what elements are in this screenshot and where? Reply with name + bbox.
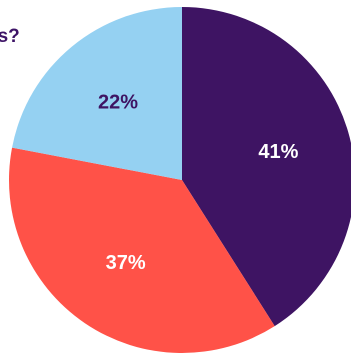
pie-slice-1 (182, 7, 351, 327)
poll-question: r us? (0, 0, 34, 76)
pie-slice-2 (9, 147, 275, 353)
pie-slice-label-3: 22% (98, 92, 138, 114)
pie-slice-label-2: 37% (106, 252, 146, 274)
question-line-1: r (0, 0, 28, 18)
pie-slice-3 (12, 7, 183, 180)
pie-slice-label-1: 41% (258, 141, 298, 163)
question-line-2: us? (0, 26, 20, 47)
